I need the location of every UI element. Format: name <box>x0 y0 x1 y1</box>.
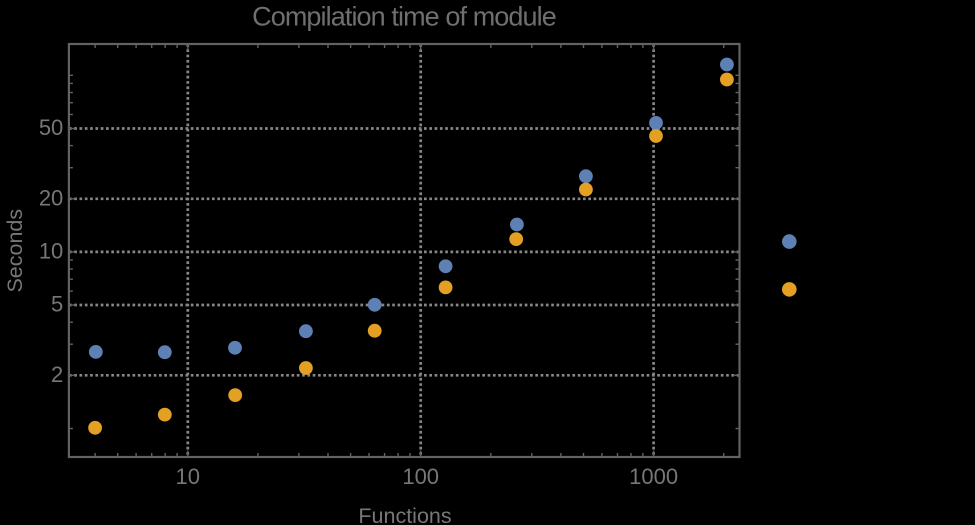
svg-text:Seconds: Seconds <box>3 209 27 293</box>
svg-text:10: 10 <box>176 464 200 489</box>
svg-text:Compilation time of module: Compilation time of module <box>252 1 556 31</box>
svg-text:Functions: Functions <box>358 504 451 525</box>
svg-text:100: 100 <box>402 464 439 489</box>
svg-text:2: 2 <box>51 362 63 387</box>
svg-text:1000: 1000 <box>629 464 678 489</box>
svg-text:5: 5 <box>51 292 63 317</box>
svg-text:20: 20 <box>39 185 63 210</box>
svg-text:10: 10 <box>39 238 63 263</box>
svg-text:50: 50 <box>39 115 63 140</box>
